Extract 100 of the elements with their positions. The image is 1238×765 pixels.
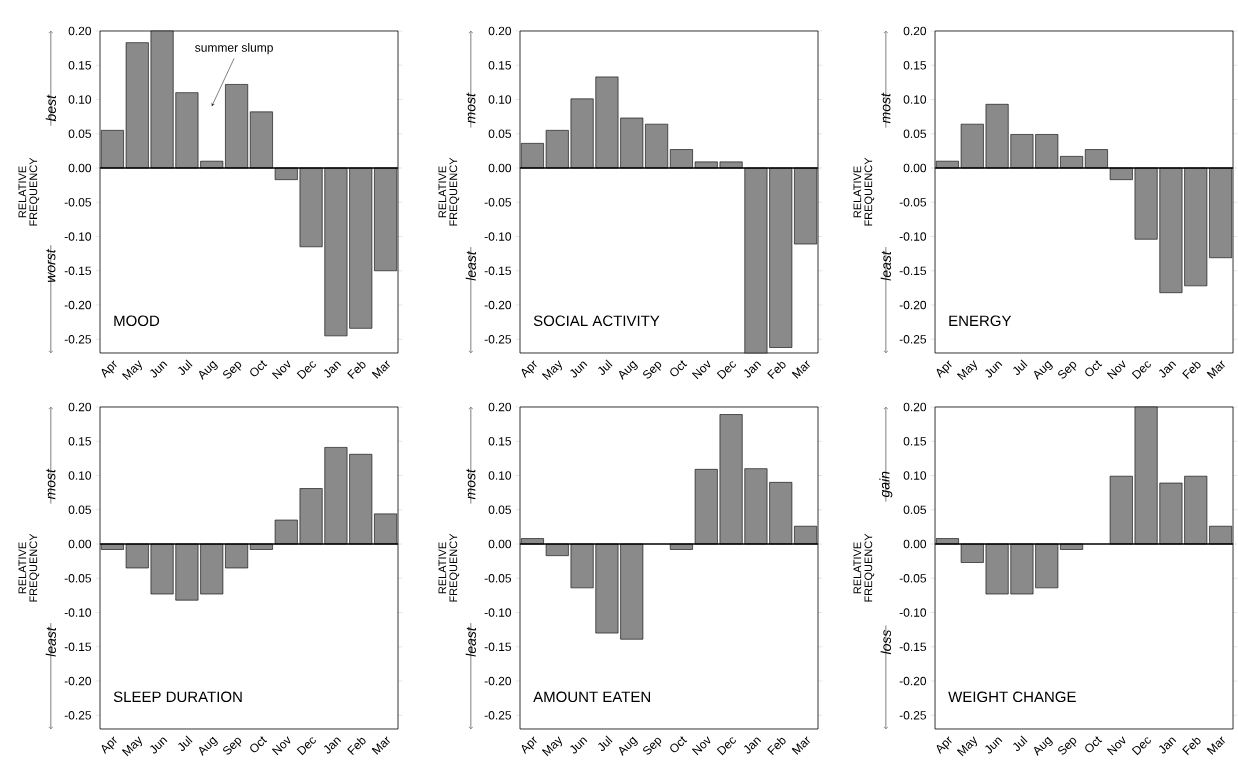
y-axis-title: RELATIVE FREQUENCY (18, 533, 40, 602)
y-tick-label: -0.15 (64, 266, 92, 276)
y-tick-label: 0.00 (488, 163, 512, 173)
x-tick-label: Jan (743, 361, 762, 378)
text: least (465, 626, 476, 657)
y-tick-label: 0.15 (68, 61, 92, 70)
y-tick-label: -0.20 (484, 676, 512, 686)
y-tick-label: 0.05 (68, 505, 92, 514)
y-tick-label: 0.10 (903, 95, 927, 104)
y-tick-label: 0.20 (68, 26, 92, 36)
y-tick-label: 0.10 (488, 95, 512, 104)
x-tick-label: Jul (598, 359, 613, 375)
x-tick-label: Mar (1206, 736, 1225, 755)
x-tick-label: Mar (791, 360, 810, 379)
text: gain (879, 471, 893, 498)
y-tick-label: 0.10 (68, 95, 92, 104)
x-tick-label: Oct (1085, 736, 1103, 753)
x-tick-label: Mar (371, 736, 390, 755)
y-axis-title: RELATIVE FREQUENCY (438, 533, 460, 602)
x-tick-label: Jun (570, 737, 588, 754)
x-tick-label: Apr (936, 736, 952, 754)
y-tick-label: 0.10 (488, 471, 512, 480)
y-tick-label: 0.15 (488, 61, 512, 70)
text: least (45, 626, 56, 657)
x-tick-label: Feb (1182, 737, 1201, 756)
x-tick-label: Apr (936, 360, 952, 378)
y-tick-label: 0.05 (68, 129, 92, 138)
x-tick-label: Jul (178, 359, 193, 375)
y-tick-label: -0.05 (899, 198, 927, 207)
x-tick-label: Jan (323, 737, 342, 754)
x-tick-label: Dec (296, 361, 316, 380)
x-tick-label: May (956, 736, 977, 757)
text: loss (880, 629, 891, 655)
y-tick-label: -0.10 (484, 608, 512, 617)
x-tick-label: May (541, 736, 562, 757)
x-tick-label: Jun (150, 737, 168, 754)
x-tick-label: Nov (271, 736, 291, 756)
x-tick-label: Jul (1013, 735, 1028, 751)
x-tick-label: Sep (643, 737, 662, 755)
x-tick-label: Dec (1131, 737, 1151, 756)
y-tick-label: -0.05 (64, 574, 92, 583)
y-tick-label: 0.20 (488, 26, 512, 36)
x-tick-label: Aug (199, 360, 218, 380)
y-tick-label: 0.20 (903, 402, 927, 412)
x-tick-label: Dec (716, 361, 736, 380)
x-tick-label: May (956, 360, 977, 381)
x-tick-label: Aug (1034, 360, 1053, 380)
y-tick-label: -0.20 (64, 676, 92, 686)
y-tick-label: -0.15 (484, 266, 512, 276)
x-tick-label: Aug (619, 736, 638, 756)
y-tick-label: -0.10 (64, 232, 92, 241)
text: best (45, 94, 56, 122)
y-tick-label: -0.25 (899, 335, 927, 344)
x-tick-label: Sep (223, 737, 242, 755)
y-tick-label: 0.00 (488, 539, 512, 549)
y-tick-label: 0.05 (903, 505, 927, 514)
x-tick-label: Dec (716, 737, 736, 756)
x-tick-label: Jun (150, 361, 168, 378)
x-tick-label: Sep (1058, 737, 1077, 755)
x-tick-label: Apr (101, 360, 117, 378)
annotation: summer slump (195, 43, 273, 55)
y-tick-label: -0.15 (899, 266, 927, 276)
y-tick-label: -0.15 (484, 642, 512, 652)
x-tick-label: Jan (743, 737, 762, 754)
x-tick-label: Apr (101, 736, 117, 754)
x-tick-label: Jan (1158, 361, 1177, 378)
x-tick-label: Aug (619, 360, 638, 380)
x-tick-label: Feb (1182, 361, 1201, 380)
x-tick-label: May (121, 360, 142, 381)
x-tick-label: Dec (296, 737, 316, 756)
y-tick-label: 0.15 (903, 61, 927, 70)
x-tick-label: Nov (1106, 736, 1126, 756)
text: SLEEP DURATION (113, 691, 242, 703)
y-tick-label: 0.20 (903, 26, 927, 36)
text: MOOD (114, 315, 160, 327)
y-tick-label: 0.10 (68, 471, 92, 480)
y-tick-label: -0.15 (64, 642, 92, 652)
text: ENERGY (949, 315, 1012, 327)
text: worst (46, 248, 56, 283)
x-tick-label: May (541, 360, 562, 381)
y-tick-label: 0.05 (488, 129, 512, 138)
text: WEIGHT CHANGE (948, 691, 1076, 703)
x-tick-label: Oct (1085, 360, 1103, 377)
text: SOCIAL ACTIVITY (533, 315, 660, 327)
x-tick-label: Feb (767, 737, 786, 756)
y-tick-label: 0.00 (68, 539, 92, 549)
x-tick-label: Jan (323, 361, 342, 378)
y-tick-label: -0.10 (484, 232, 512, 241)
y-tick-label: -0.15 (899, 642, 927, 652)
x-tick-label: Aug (1034, 736, 1053, 756)
x-tick-label: Oct (670, 736, 688, 753)
x-tick-label: Jul (178, 735, 193, 751)
y-tick-label: -0.10 (64, 608, 92, 617)
x-tick-label: Apr (521, 736, 537, 754)
x-tick-label: Feb (347, 361, 366, 380)
y-tick-label: -0.10 (899, 608, 927, 617)
y-axis-title: RELATIVE FREQUENCY (853, 533, 875, 602)
x-tick-label: Jul (598, 735, 613, 751)
y-axis-title: RELATIVE FREQUENCY (18, 157, 40, 226)
x-tick-label: Sep (1058, 361, 1077, 379)
